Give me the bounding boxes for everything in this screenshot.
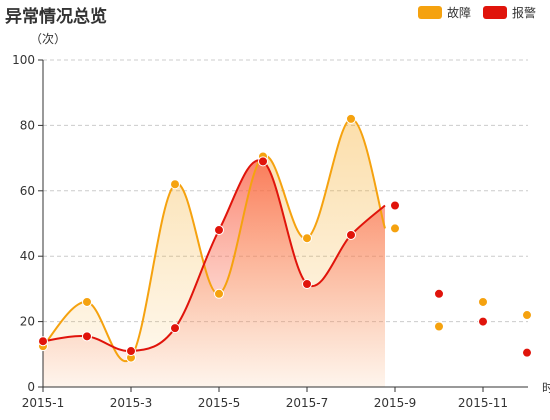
y-tick-label: 40 [20, 249, 35, 263]
y-axis-label: （次） [30, 32, 66, 46]
legend-item-fault[interactable]: 故障 [417, 4, 471, 21]
y-tick-label: 100 [12, 53, 35, 67]
x-tick-label: 2015-11 [458, 396, 508, 410]
data-point-fault[interactable] [82, 296, 92, 307]
series-area-alarm [43, 160, 385, 387]
legend-label-alarm: 报警 [511, 6, 536, 20]
data-point-alarm[interactable] [390, 200, 400, 211]
data-point-fault[interactable] [434, 321, 444, 332]
data-point-alarm[interactable] [170, 323, 180, 334]
data-point-alarm[interactable] [214, 225, 224, 236]
data-point-alarm[interactable] [258, 156, 268, 167]
data-point-fault[interactable] [390, 223, 400, 234]
y-tick-label: 80 [20, 118, 35, 132]
x-tick-label: 2015-3 [110, 396, 153, 410]
series-line-alarm [42, 159, 386, 353]
y-tick-label: 60 [20, 184, 35, 198]
x-tick-label: 2015-9 [374, 396, 417, 410]
y-tick-label: 0 [27, 380, 35, 394]
data-point-alarm[interactable] [478, 316, 488, 327]
x-tick-label: 2015-1 [22, 396, 65, 410]
legend: 故障 报警 [417, 4, 536, 21]
data-point-alarm[interactable] [346, 229, 356, 240]
data-point-fault[interactable] [170, 179, 180, 190]
data-point-alarm[interactable] [434, 288, 444, 299]
data-point-alarm[interactable] [522, 347, 532, 358]
x-axis-label: 时 [542, 381, 550, 395]
data-point-alarm[interactable] [82, 331, 92, 342]
y-tick-label: 20 [20, 315, 35, 329]
data-point-fault[interactable] [478, 296, 488, 307]
legend-item-alarm[interactable]: 报警 [482, 4, 536, 21]
legend-swatch-alarm [482, 6, 507, 19]
x-tick-label: 2015-5 [198, 396, 241, 410]
data-point-fault[interactable] [302, 233, 312, 244]
x-tick-label: 2015-7 [286, 396, 329, 410]
data-point-fault[interactable] [522, 310, 532, 321]
data-point-alarm[interactable] [126, 346, 136, 357]
legend-swatch-fault [417, 6, 442, 19]
legend-label-fault: 故障 [446, 6, 471, 20]
data-point-fault[interactable] [214, 288, 224, 299]
data-point-fault[interactable] [346, 113, 356, 124]
data-point-alarm[interactable] [38, 336, 48, 347]
chart-title: 异常情况总览 [5, 7, 107, 27]
data-point-alarm[interactable] [302, 278, 312, 289]
